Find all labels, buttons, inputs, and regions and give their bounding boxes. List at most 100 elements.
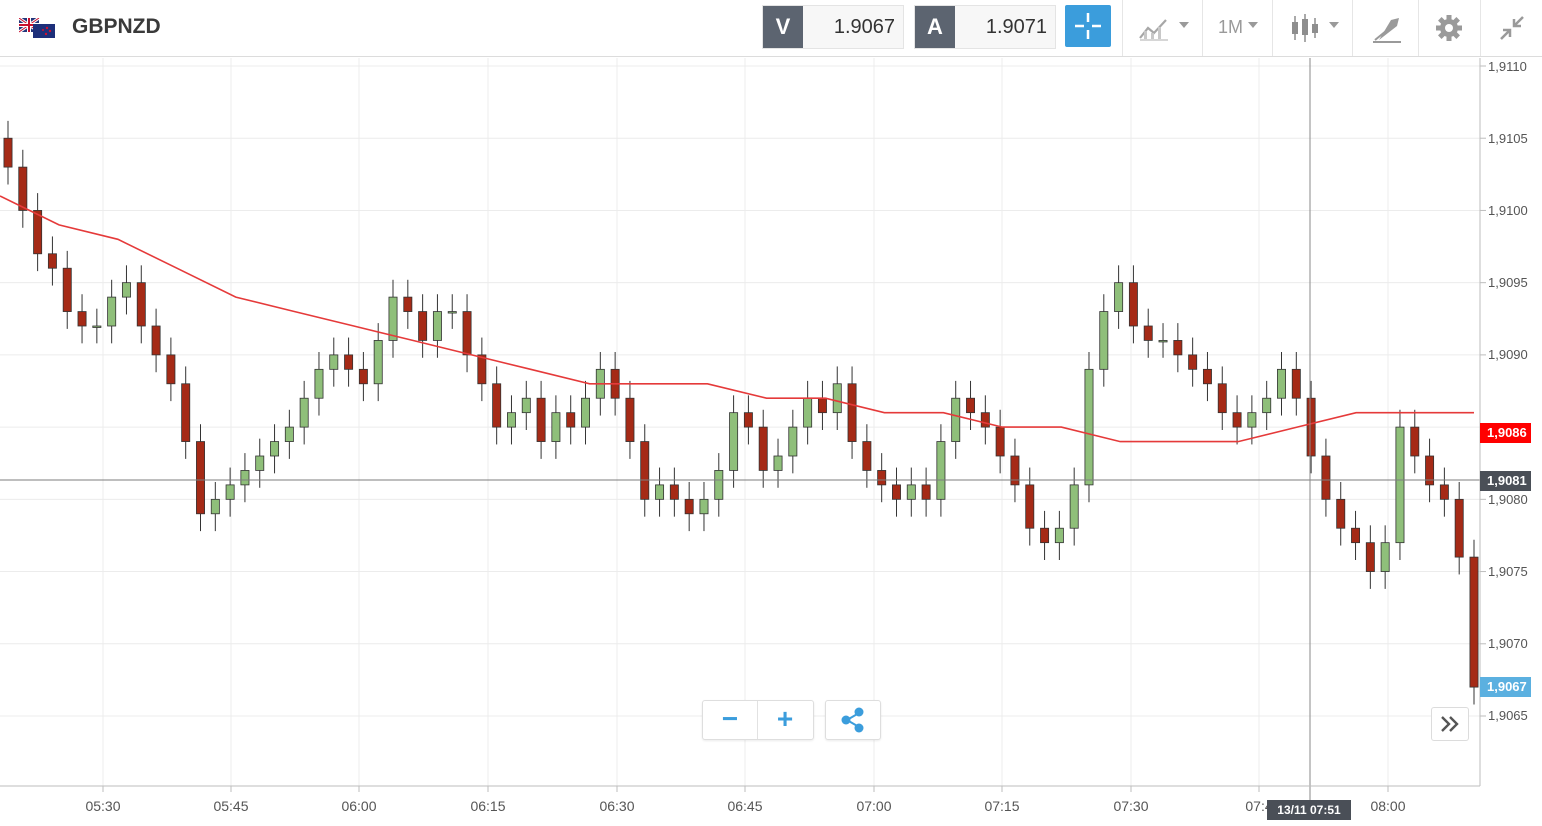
candle-body bbox=[1306, 397, 1316, 457]
candle-body bbox=[92, 325, 102, 328]
zoom-out-button[interactable]: − bbox=[721, 703, 739, 734]
candle-body bbox=[832, 383, 842, 414]
candle-body bbox=[344, 354, 354, 370]
zoom-divider bbox=[757, 701, 758, 739]
x-tick-label: 05:45 bbox=[213, 798, 249, 814]
sell-price: 1.9067 bbox=[833, 16, 895, 38]
candle-body bbox=[758, 426, 768, 471]
candle-body bbox=[388, 296, 398, 341]
candle-body bbox=[107, 296, 117, 327]
candle-body bbox=[862, 441, 872, 471]
candle-body bbox=[921, 484, 931, 500]
candle-body bbox=[1454, 498, 1464, 558]
buy-price: 1.9071 bbox=[985, 16, 1047, 38]
candle-body bbox=[77, 311, 87, 327]
candle-body bbox=[1188, 354, 1198, 370]
candle-body bbox=[210, 498, 220, 515]
buy-price-box[interactable]: A 1.9071 bbox=[914, 5, 1056, 49]
candle-body bbox=[62, 267, 72, 312]
candle-body bbox=[225, 484, 235, 500]
candle-body bbox=[980, 412, 990, 428]
candle-body bbox=[1365, 542, 1375, 572]
candle-body bbox=[892, 484, 901, 500]
drawing-tools-icon bbox=[1373, 18, 1401, 43]
scroll-to-latest-button[interactable] bbox=[1431, 707, 1469, 741]
candle-body bbox=[995, 426, 1005, 457]
candle-body bbox=[684, 498, 694, 515]
x-tick-label: 07:15 bbox=[984, 798, 1020, 814]
candle-body bbox=[1054, 527, 1064, 544]
timeframe-label: 1M bbox=[1218, 17, 1244, 37]
candle-body bbox=[1143, 325, 1153, 341]
candle-body bbox=[166, 354, 176, 385]
candle-body bbox=[877, 470, 887, 486]
candle-body bbox=[1084, 368, 1094, 486]
double-chevron-right-icon bbox=[1441, 716, 1459, 732]
y-tick-label: 1,9110 bbox=[1488, 59, 1527, 74]
collapse-button[interactable] bbox=[1480, 0, 1542, 56]
candle-body bbox=[1439, 484, 1449, 500]
crosshair-time-tag: 13/11 07:51 bbox=[1267, 800, 1351, 820]
candle-body bbox=[521, 397, 531, 414]
candle-body bbox=[1262, 397, 1272, 414]
chevron-down-icon bbox=[1179, 22, 1189, 28]
crosshair-button[interactable] bbox=[1065, 5, 1111, 47]
candle-body bbox=[432, 311, 442, 341]
candle-body bbox=[817, 397, 827, 414]
settings-button[interactable] bbox=[1418, 0, 1480, 56]
candle-body bbox=[1114, 282, 1124, 312]
candle-body bbox=[669, 484, 679, 500]
x-tick-label: 05:30 bbox=[85, 798, 121, 814]
candle-body bbox=[1010, 455, 1020, 486]
candle-body bbox=[181, 383, 191, 442]
y-tick-label: 1,9100 bbox=[1488, 203, 1528, 218]
candle-body bbox=[1173, 340, 1183, 356]
candle-body bbox=[1380, 542, 1390, 572]
candle-body bbox=[1351, 527, 1361, 544]
candle-body bbox=[136, 282, 146, 327]
candle-body bbox=[966, 397, 975, 414]
y-tick-label: 1,9090 bbox=[1488, 347, 1528, 362]
candle-body bbox=[566, 412, 576, 428]
candle-body bbox=[1069, 484, 1079, 529]
x-tick-label: 06:45 bbox=[727, 798, 763, 814]
candle-body bbox=[492, 383, 502, 428]
candle-body bbox=[255, 455, 265, 471]
candle-body bbox=[358, 368, 368, 385]
candle-body bbox=[640, 441, 650, 500]
candle-body bbox=[1232, 412, 1242, 428]
candle-style-dropdown[interactable] bbox=[1272, 0, 1352, 56]
timeframe-dropdown[interactable]: 1M bbox=[1202, 0, 1272, 56]
drawing-tools-button[interactable] bbox=[1352, 0, 1418, 56]
zoom-controls: − + bbox=[702, 700, 814, 740]
instrument-symbol: GBPNZD bbox=[72, 15, 161, 38]
candle-body bbox=[3, 137, 13, 168]
candle-body bbox=[625, 397, 635, 442]
share-icon bbox=[841, 707, 864, 733]
candle-body bbox=[329, 354, 339, 370]
candle-body bbox=[477, 354, 487, 385]
crosshair-price-tag: 1,9081 bbox=[1480, 471, 1531, 491]
sell-price-box[interactable]: V 1.9067 bbox=[762, 5, 904, 49]
chevron-down-icon bbox=[1248, 22, 1258, 28]
candle-body bbox=[284, 426, 294, 442]
candle-body bbox=[1277, 368, 1286, 399]
candle-body bbox=[936, 441, 946, 500]
candlestick-series bbox=[3, 120, 1479, 705]
chart-type-dropdown[interactable] bbox=[1122, 0, 1202, 56]
zoom-in-button[interactable]: + bbox=[776, 703, 794, 734]
gear-icon bbox=[1436, 15, 1462, 41]
crosshair-icon bbox=[1075, 13, 1101, 39]
candle-body bbox=[418, 311, 428, 341]
candle-body bbox=[270, 441, 280, 457]
candlestick-icon bbox=[1292, 14, 1318, 42]
candle-body bbox=[299, 397, 309, 428]
x-tick-label: 06:15 bbox=[470, 798, 506, 814]
candle-body bbox=[729, 412, 739, 471]
share-button[interactable] bbox=[825, 700, 881, 740]
candle-body bbox=[551, 412, 561, 442]
candle-body bbox=[462, 311, 472, 356]
last-price-tag: 1,9067 bbox=[1480, 677, 1531, 697]
y-tick-label: 1,9070 bbox=[1488, 636, 1528, 651]
